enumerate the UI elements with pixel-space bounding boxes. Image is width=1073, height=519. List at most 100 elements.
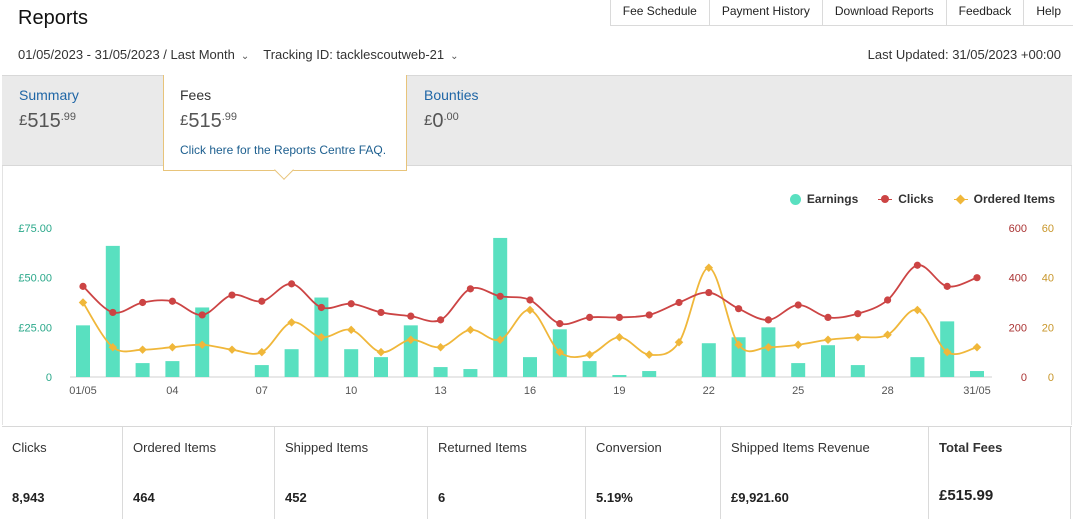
earnings-bar bbox=[731, 337, 746, 377]
x-tick-label: 10 bbox=[345, 385, 357, 395]
download-reports-button[interactable]: Download Reports bbox=[821, 0, 946, 25]
tab-fees-label: Fees bbox=[180, 87, 212, 103]
y-left-tick-label: £50.00 bbox=[18, 273, 52, 285]
tab-summary-label: Summary bbox=[19, 87, 79, 103]
clicks-point bbox=[735, 305, 743, 313]
legend-earnings-label: Earnings bbox=[806, 192, 859, 206]
y-right-ordered-tick-label: 20 bbox=[1042, 322, 1054, 334]
clicks-point bbox=[705, 288, 713, 297]
chart-legend: Earnings Clicks Ordered Items bbox=[789, 192, 1055, 206]
x-tick-label: 13 bbox=[434, 385, 446, 395]
tracking-id-label: Tracking ID: tacklescoutweb-21 bbox=[263, 47, 445, 62]
y-right-clicks-tick-label: 400 bbox=[1009, 273, 1027, 285]
clicks-line-icon bbox=[878, 194, 893, 205]
metric-returned-items: Returned Items 6 bbox=[428, 427, 586, 519]
ordered-items-point bbox=[615, 333, 624, 342]
x-tick-label: 19 bbox=[613, 385, 625, 395]
metrics-row: Clicks 8,943 Ordered Items 464 Shipped I… bbox=[2, 426, 1072, 519]
legend-earnings[interactable]: Earnings bbox=[789, 192, 859, 206]
metric-value: 464 bbox=[133, 490, 155, 505]
earnings-bar bbox=[761, 327, 776, 377]
clicks-line bbox=[82, 264, 978, 326]
metric-value: 6 bbox=[438, 490, 446, 505]
metric-label: Ordered Items bbox=[133, 440, 217, 455]
earnings-bar bbox=[403, 325, 418, 377]
metric-total-fees: Total Fees £515.99 bbox=[929, 427, 1071, 519]
tab-bounties-label: Bounties bbox=[424, 87, 479, 103]
metric-value: £515.99 bbox=[939, 487, 994, 504]
tracking-id-dropdown[interactable]: Tracking ID: tacklescoutweb-21 ⌄ bbox=[263, 47, 458, 62]
y-right-ordered-tick-label: 0 bbox=[1048, 372, 1054, 384]
clicks-point bbox=[79, 282, 87, 290]
clicks-point bbox=[973, 274, 981, 282]
earnings-bar bbox=[135, 363, 150, 377]
clicks-point bbox=[943, 282, 951, 290]
filters-bar: 01/05/2023 - 31/05/2023 / Last Month ⌄ Tr… bbox=[18, 47, 459, 62]
clicks-point bbox=[198, 311, 206, 319]
amount-whole: 515 bbox=[188, 110, 222, 132]
earnings-bar bbox=[850, 365, 865, 377]
tab-summary[interactable]: Summary £515.99 bbox=[2, 75, 163, 166]
legend-clicks[interactable]: Clicks bbox=[878, 192, 934, 206]
ordered-items-point bbox=[317, 333, 326, 342]
metric-label: Shipped Items Revenue bbox=[731, 440, 870, 455]
ordered-items-point bbox=[376, 347, 386, 357]
metric-value: 5.19% bbox=[596, 490, 633, 505]
y-right-clicks-tick-label: 0 bbox=[1021, 372, 1027, 384]
ordered-items-point bbox=[466, 325, 475, 335]
ordered-items-point bbox=[525, 305, 535, 315]
tab-fees[interactable]: Fees £515.99 Click here for the Reports … bbox=[163, 75, 407, 171]
metric-label: Total Fees bbox=[939, 440, 1003, 455]
amount-decimal: .99 bbox=[221, 111, 238, 123]
y-left-tick-label: £25.00 bbox=[18, 322, 52, 334]
x-tick-label: 01/05 bbox=[69, 385, 97, 395]
amount-whole: 0 bbox=[432, 110, 444, 132]
help-button[interactable]: Help bbox=[1023, 0, 1073, 25]
clicks-point bbox=[407, 312, 415, 320]
ordered-items-point bbox=[585, 350, 594, 359]
earnings-bar bbox=[970, 371, 984, 377]
metric-value: 452 bbox=[285, 490, 307, 505]
metric-shipped-items: Shipped Items 452 bbox=[275, 427, 428, 519]
y-right-ordered-tick-label: 40 bbox=[1042, 273, 1054, 285]
clicks-point bbox=[317, 303, 325, 312]
amount-decimal: .00 bbox=[443, 111, 459, 123]
clicks-point bbox=[288, 280, 296, 288]
ordered-items-point bbox=[227, 345, 237, 354]
ordered-items-point bbox=[436, 342, 445, 352]
tab-bounties[interactable]: Bounties £0.00 bbox=[407, 75, 607, 166]
clicks-point bbox=[258, 297, 266, 305]
legend-clicks-label: Clicks bbox=[898, 192, 934, 206]
earnings-bar bbox=[821, 345, 835, 377]
ordered-items-point bbox=[972, 342, 982, 352]
clicks-point bbox=[913, 261, 922, 269]
ordered-items-point bbox=[108, 342, 118, 352]
payment-history-button[interactable]: Payment History bbox=[708, 0, 822, 25]
ordered-items-point bbox=[287, 318, 296, 327]
ordered-items-point bbox=[257, 347, 267, 357]
ordered-items-point bbox=[853, 333, 863, 342]
ordered-items-point bbox=[197, 340, 207, 349]
clicks-point bbox=[675, 298, 683, 307]
feedback-button[interactable]: Feedback bbox=[945, 0, 1024, 25]
legend-ordered-items[interactable]: Ordered Items bbox=[953, 192, 1055, 206]
amount-whole: 515 bbox=[27, 110, 61, 132]
x-tick-label: 28 bbox=[881, 385, 893, 395]
top-navigation: Fee Schedule Payment History Download Re… bbox=[609, 0, 1073, 26]
ordered-items-point bbox=[138, 345, 147, 354]
clicks-point bbox=[764, 316, 773, 324]
ordered-items-point bbox=[644, 350, 654, 359]
clicks-point bbox=[854, 310, 862, 318]
date-range-label: 01/05/2023 - 31/05/2023 / Last Month bbox=[18, 47, 235, 62]
clicks-point bbox=[347, 300, 355, 308]
metric-label: Returned Items bbox=[438, 440, 527, 455]
earnings-bar bbox=[374, 357, 388, 377]
earnings-bar bbox=[463, 369, 478, 377]
date-range-dropdown[interactable]: 01/05/2023 - 31/05/2023 / Last Month ⌄ bbox=[18, 47, 249, 62]
clicks-point bbox=[228, 291, 236, 299]
y-right-clicks-tick-label: 600 bbox=[1009, 223, 1027, 235]
earnings-bar bbox=[165, 361, 180, 377]
fee-schedule-button[interactable]: Fee Schedule bbox=[622, 4, 697, 18]
metric-shipped-revenue: Shipped Items Revenue £9,921.60 bbox=[721, 427, 929, 519]
faq-link[interactable]: Click here for the Reports Centre FAQ. bbox=[180, 143, 387, 157]
